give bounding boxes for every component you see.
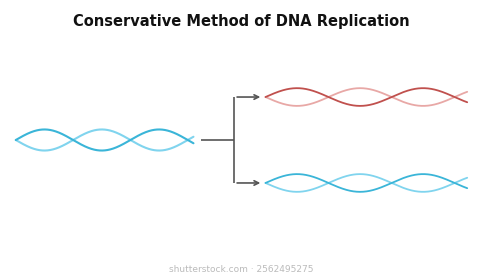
- Text: shutterstock.com · 2562495275: shutterstock.com · 2562495275: [169, 265, 314, 274]
- Text: Conservative Method of DNA Replication: Conservative Method of DNA Replication: [73, 14, 410, 29]
